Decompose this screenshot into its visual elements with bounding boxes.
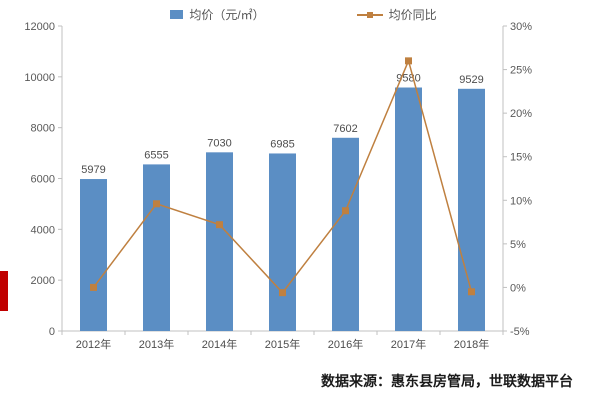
bar-2016年 <box>332 137 359 331</box>
chart-text: 2016年 <box>328 337 363 351</box>
left-edge-red-decoration <box>0 271 8 311</box>
chart-text: 2012年 <box>76 337 111 351</box>
chart-text: 20% <box>510 108 532 120</box>
data-source-note: 数据来源：惠东县房管局，世联数据平台 <box>321 373 573 389</box>
chart-text: -5% <box>510 326 530 338</box>
yoy-marker-2017年 <box>405 57 412 65</box>
chart-text: 12000 <box>24 21 55 33</box>
chart-text: 10000 <box>24 72 55 84</box>
chart-text: 2000 <box>31 275 55 287</box>
chart-text: 8000 <box>31 123 55 135</box>
bar-2012年 <box>80 179 107 331</box>
chart-text: 25% <box>510 65 532 77</box>
chart-text: 6985 <box>270 138 294 150</box>
chart-text: 0 <box>49 326 55 338</box>
chart-text: 2017年 <box>391 337 426 351</box>
chart-text: 30% <box>510 21 532 33</box>
bar-2015年 <box>269 153 296 331</box>
chart-text: 2018年 <box>454 337 489 351</box>
bar-2017年 <box>395 87 422 331</box>
chart-text: 6000 <box>31 174 55 186</box>
yoy-marker-2012年 <box>90 283 97 291</box>
yoy-marker-2018年 <box>468 288 475 296</box>
yoy-marker-2014年 <box>216 221 223 229</box>
chart-text: 0% <box>510 282 526 294</box>
chart-text: 10% <box>510 195 532 207</box>
chart-text: 2014年 <box>202 337 237 351</box>
bar-2014年 <box>206 152 233 331</box>
chart-text: 15% <box>510 152 532 164</box>
yoy-marker-2016年 <box>342 207 349 215</box>
bar-2013年 <box>143 164 170 331</box>
chart-text: 9529 <box>459 74 483 86</box>
chart-text: 5% <box>510 239 526 251</box>
chart-text: 2015年 <box>265 337 300 351</box>
yoy-marker-2013年 <box>153 200 160 208</box>
chart-text: 6555 <box>144 149 168 161</box>
yoy-marker-2015年 <box>279 289 286 297</box>
chart-text: 7030 <box>207 137 231 149</box>
chart-text: 5979 <box>81 164 105 176</box>
chart-text: 7602 <box>333 123 357 135</box>
chart-text: 2013年 <box>139 337 174 351</box>
chart-text: 4000 <box>31 224 55 236</box>
